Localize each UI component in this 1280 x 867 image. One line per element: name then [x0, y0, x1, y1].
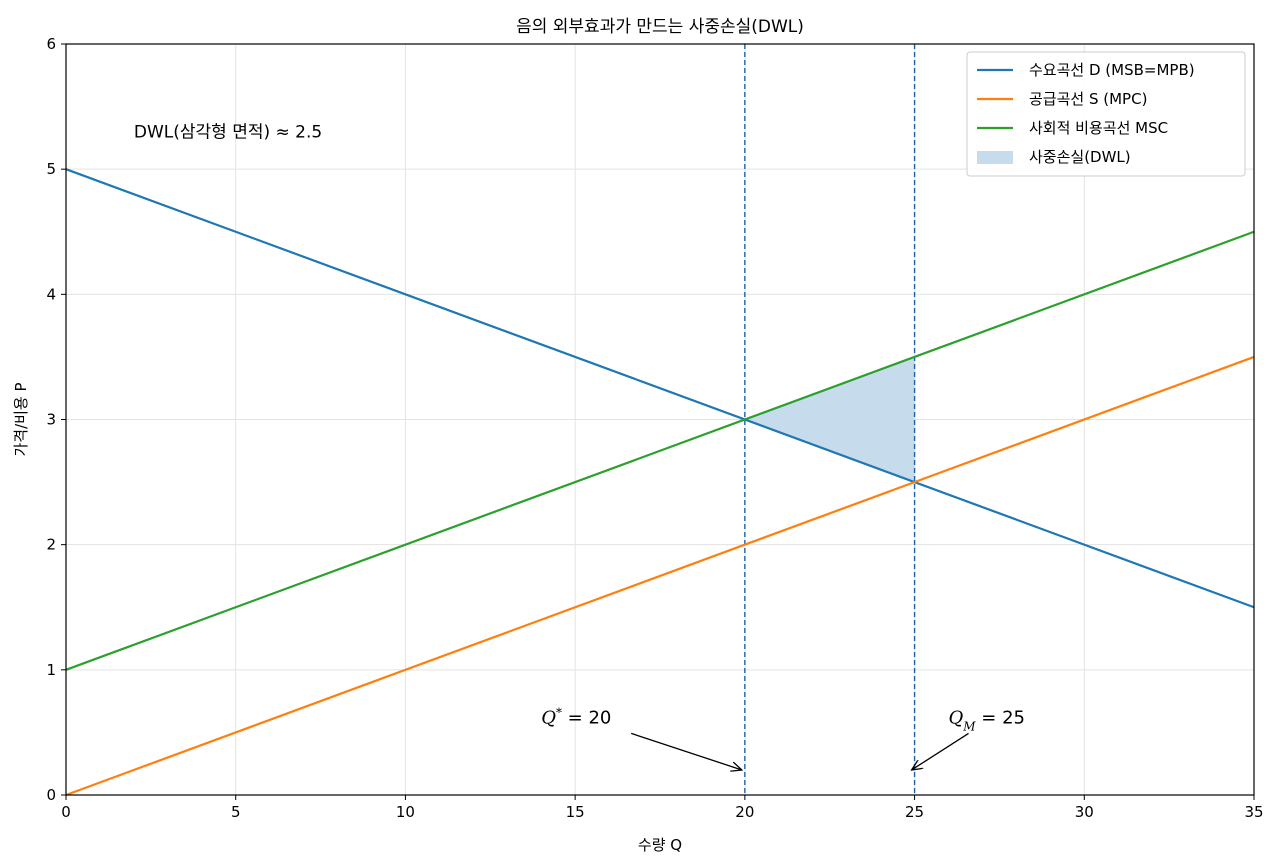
annotation-arrow	[912, 732, 969, 770]
legend-label: 사중손실(DWL)	[1029, 148, 1131, 166]
y-tick-label: 4	[46, 285, 56, 303]
legend-label: 수요곡선 D (MSB=MPB)	[1029, 61, 1195, 79]
legend-swatch	[977, 151, 1013, 164]
legend-box	[966, 51, 1246, 177]
legend: 수요곡선 D (MSB=MPB) 공급곡선 S (MPC) 사회적 비용곡선 MSC…	[966, 51, 1246, 177]
x-tick-label: 25	[905, 803, 924, 821]
series-line-1	[65, 168, 1255, 609]
x-tick-label: 0	[61, 803, 71, 821]
dwl-region-layer	[744, 356, 915, 483]
dwl-region	[744, 356, 915, 483]
chart-title: 음의 외부효과가 만드는 사중손실(DWL)	[516, 17, 804, 37]
y-tick-label: 2	[46, 536, 56, 554]
series-lines	[65, 168, 1255, 797]
series-line-3	[65, 230, 1255, 671]
y-tick-label: 5	[46, 160, 56, 178]
x-axis-ticks: 0 5 10 15 20 25 30 35	[61, 795, 1264, 821]
legend-label: 공급곡선 S (MPC)	[1029, 90, 1147, 108]
annotation-qstar: Q* = 20	[541, 705, 611, 728]
annotations: Q* = 20 QM = 25	[541, 705, 1025, 770]
y-axis-label: 가격/비용 P	[12, 382, 30, 456]
x-tick-label: 10	[396, 803, 415, 821]
legend-label: 사회적 비용곡선 MSC	[1029, 119, 1168, 137]
x-tick-label: 30	[1075, 803, 1094, 821]
reference-lines	[744, 44, 916, 795]
x-tick-label: 35	[1244, 803, 1263, 821]
y-tick-label: 1	[46, 661, 56, 679]
y-axis-ticks: 0 1 2 3 4 5 6	[46, 35, 66, 804]
y-tick-label: 3	[46, 411, 56, 429]
x-tick-label: 5	[231, 803, 241, 821]
x-tick-label: 15	[566, 803, 585, 821]
series-line-2	[65, 355, 1255, 797]
annotation-qm: QM = 25	[949, 707, 1026, 733]
annotation-arrow	[630, 732, 742, 770]
x-tick-label: 20	[735, 803, 754, 821]
y-tick-label: 6	[46, 35, 56, 53]
y-tick-label: 0	[46, 786, 56, 804]
x-axis-label: 수량 Q	[638, 836, 682, 854]
dwl-note: DWL(삼각형 면적) ≈ 2.5	[134, 123, 322, 143]
